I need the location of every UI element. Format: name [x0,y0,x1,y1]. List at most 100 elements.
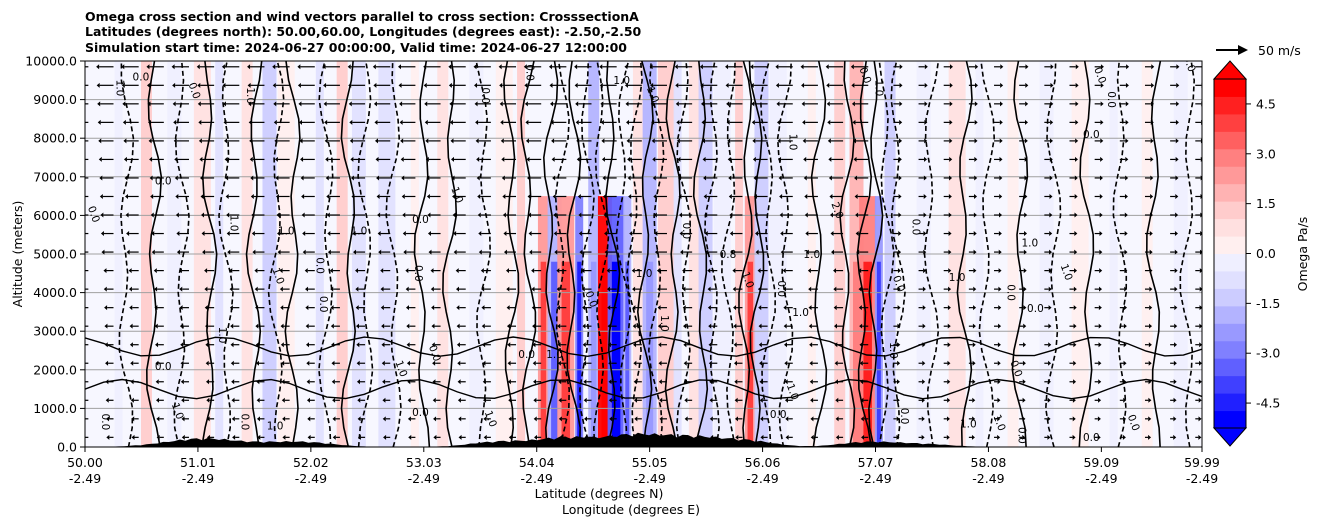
wind-vector-head [1049,212,1053,218]
wind-vector-head [302,249,306,255]
wind-vector-head [946,416,950,422]
wind-vector-head [1176,82,1180,88]
wind-vector-head [380,286,384,292]
wind-vector-head [1150,156,1154,162]
quiver-key: 50 m/s [1216,43,1301,58]
wind-vector-head [476,175,480,181]
wind-vector-head [999,193,1003,199]
wind-vector-head [1124,212,1128,218]
wind-vector-head [449,101,453,107]
wind-vector-head [448,64,452,70]
wind-vector-head [301,193,305,199]
wind-vector-head [1125,175,1129,181]
wind-vector-head [860,397,864,403]
wind-vector-head [784,360,788,366]
wind-vector-head [99,193,103,199]
wind-vector-head [449,119,453,125]
wind-vector-head [549,82,553,88]
wind-vector-head [949,175,953,181]
wind-vector-head [675,101,679,107]
wind-vector-head [204,268,208,274]
wind-vector-head [98,156,102,162]
wind-vector-head [482,342,486,348]
wind-vector-head [508,434,512,440]
wind-vector-head [971,434,975,440]
wind-vector-head [1048,305,1052,311]
wind-vector-head [1148,342,1152,348]
wind-vector-head [476,156,480,162]
wind-vector-head [125,212,129,218]
omega-contour-line [85,336,1202,358]
omega-core [590,261,597,447]
colorbar-segment [1214,201,1246,220]
wind-vector-head [1075,101,1079,107]
wind-vector-head [1098,323,1102,329]
wind-vector-head [179,323,183,329]
wind-vector-head [1100,82,1104,88]
wind-vector-head [329,268,333,274]
wind-vector-head [704,212,708,218]
wind-vector-head [431,305,435,311]
wind-vector-head [227,249,231,255]
wind-vector-head [1049,138,1053,144]
wind-vector-head [924,119,928,125]
wind-vector-head [726,101,730,107]
wind-vector-head [725,82,729,88]
wind-vector-head [298,101,302,107]
contour-label: 0.0 [890,274,907,294]
wind-vector-head [999,138,1003,144]
colorbar-segment [1214,148,1246,167]
wind-vector-head [557,323,561,329]
wind-vector-head [1074,212,1078,218]
wind-vector-head [425,156,429,162]
wind-vector-head [734,397,738,403]
omega-contour-line [579,61,595,447]
wind-vector-head [632,323,636,329]
wind-vector-head [206,416,210,422]
wind-vector-head [734,360,738,366]
wind-vector-head [357,416,361,422]
wind-vector-head [121,82,125,88]
x-axis-label-longitude: Longitude (degrees E) [562,502,700,517]
wind-vector-head [247,64,251,70]
wind-vector-head [897,323,901,329]
wind-vector-head [524,101,528,107]
wind-vector-head [1173,360,1177,366]
colorbar-segment [1214,305,1246,324]
wind-vector-head [1151,64,1155,70]
wind-vector-head [705,249,709,255]
wind-vector-head [783,323,787,329]
wind-vector-head [433,416,437,422]
wind-vector-head [606,268,610,274]
wind-vector-head [607,305,611,311]
wind-vector-head [1023,249,1027,255]
wind-vector-head [627,175,631,181]
wind-vector-head [125,193,129,199]
wind-vector-head [805,249,809,255]
wind-vector-head [858,305,862,311]
wind-vector-head [352,231,356,237]
wind-vector-head [401,175,405,181]
wind-vector-head [734,416,738,422]
wind-vector-head [653,193,657,199]
wind-vector-head [104,323,108,329]
wind-vector-head [1100,64,1104,70]
wind-vector-head [407,397,411,403]
contour-label: 1.0 [658,315,670,332]
wind-vector-head [608,360,612,366]
wind-vector-head [80,342,83,347]
wind-vector-head [431,323,435,329]
x-tick-label-lat: 56.06 [745,455,781,470]
wind-vector-head [921,434,925,440]
wind-vector-head [1173,397,1177,403]
wind-vector-head [156,397,160,403]
wind-vector-head [324,138,328,144]
contour-label: 0.0 [1083,129,1100,141]
colorbar-segment [1214,375,1246,394]
wind-vector-head [973,305,977,311]
wind-vector-head [658,360,662,366]
wind-vector-head [128,286,132,292]
chart-title-line-1: Omega cross section and wind vectors par… [85,9,639,24]
wind-vector-head [851,82,855,88]
wind-vector-head [298,119,302,125]
